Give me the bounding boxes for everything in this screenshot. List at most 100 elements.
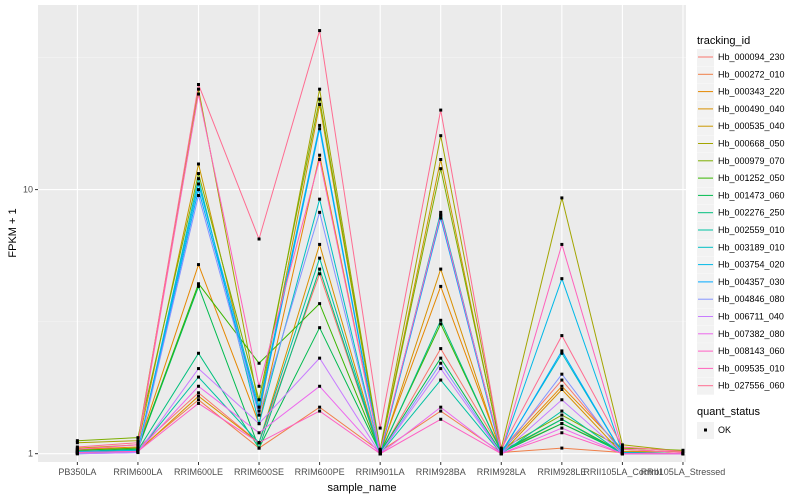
shape-legend: quant_status OK: [697, 406, 760, 439]
y-tick-label: 10: [23, 185, 33, 195]
x-tick-label: RRIM600PE: [295, 467, 345, 477]
x-tick-label: RRII105LA_Stressed: [641, 467, 726, 477]
data-point: [257, 422, 261, 426]
y-axis: 1 10: [23, 185, 38, 459]
x-tick-label: RRIM600SE: [234, 467, 284, 477]
data-point: [196, 87, 200, 91]
data-point: [318, 326, 322, 330]
legend-label: Hb_001473_060: [718, 190, 785, 200]
data-point: [318, 405, 322, 409]
data-point: [257, 398, 261, 402]
x-tick-label: RRIM928LA: [477, 467, 526, 477]
data-point: [560, 413, 564, 417]
data-point: [439, 108, 443, 112]
legend-label: Hb_000979_070: [718, 156, 785, 166]
data-point: [196, 394, 200, 398]
data-point: [196, 375, 200, 379]
legend-label: Hb_007382_080: [718, 329, 785, 339]
data-point: [196, 193, 200, 197]
data-point: [318, 272, 322, 276]
data-point: [439, 167, 443, 171]
data-point: [196, 177, 200, 181]
data-point: [560, 417, 564, 421]
data-point: [439, 409, 443, 413]
data-point: [560, 409, 564, 413]
data-point: [257, 413, 261, 417]
data-point: [75, 445, 79, 449]
legend-label: Hb_000343_220: [718, 87, 785, 97]
data-point: [257, 446, 261, 450]
data-point: [318, 102, 322, 106]
data-point: [196, 263, 200, 267]
data-point: [257, 384, 261, 388]
data-point: [136, 449, 140, 453]
legend-title: tracking_id: [697, 35, 750, 47]
data-point: [75, 447, 79, 451]
data-point: [196, 351, 200, 355]
data-point: [318, 384, 322, 388]
data-point: [378, 449, 382, 453]
data-point: [318, 210, 322, 214]
legend-label: Hb_002559_010: [718, 225, 785, 235]
data-point: [75, 441, 79, 445]
color-legend: tracking_id Hb_000094_230 Hb_000272_010 Hb…: [697, 35, 785, 395]
data-point: [318, 97, 322, 101]
legend-label: Hb_000535_040: [718, 121, 785, 131]
data-point: [560, 277, 564, 281]
shape-legend-title: quant_status: [697, 406, 760, 418]
data-point: [196, 391, 200, 395]
shape-legend-label: OK: [718, 425, 731, 435]
data-point: [318, 302, 322, 306]
data-point: [560, 351, 564, 355]
legend-label: Hb_003189_010: [718, 242, 785, 252]
y-tick-label: 1: [28, 449, 33, 459]
x-tick-label: RRII105LA_Control: [583, 467, 661, 477]
data-point: [560, 387, 564, 391]
data-point: [439, 134, 443, 138]
data-points: [75, 29, 685, 456]
legend-label: Hb_027556_060: [718, 381, 785, 391]
x-tick-label: RRIM600LA: [113, 467, 162, 477]
data-point: [257, 405, 261, 409]
data-point: [318, 123, 322, 127]
legend-label: Hb_002276_250: [718, 208, 785, 218]
legend-label: Hb_004846_080: [718, 294, 785, 304]
legend-label: Hb_009535_010: [718, 363, 785, 373]
legend-label: Hb_008143_060: [718, 346, 785, 356]
data-point: [318, 409, 322, 413]
y-axis-title: FPKM + 1: [7, 208, 19, 257]
data-point: [136, 441, 140, 445]
data-point: [499, 452, 503, 456]
data-point: [439, 367, 443, 371]
data-point: [439, 417, 443, 421]
x-tick-label: RRIM901LA: [356, 467, 405, 477]
data-point: [620, 452, 624, 456]
data-point: [560, 334, 564, 338]
data-point: [439, 210, 443, 214]
data-point: [560, 378, 564, 382]
legend-label: Hb_004357_030: [718, 277, 785, 287]
data-point: [560, 422, 564, 426]
data-point: [257, 431, 261, 435]
data-point: [257, 409, 261, 413]
data-point: [257, 361, 261, 365]
legend-label: Hb_006711_040: [718, 312, 784, 322]
data-point: [318, 256, 322, 260]
data-point: [439, 267, 443, 271]
data-point: [560, 372, 564, 376]
data-point: [196, 172, 200, 176]
data-point: [196, 367, 200, 371]
data-point: [257, 237, 261, 241]
shape-legend-key-point: [704, 428, 707, 432]
data-point: [196, 384, 200, 388]
data-point: [196, 282, 200, 286]
data-point: [439, 361, 443, 365]
data-point: [439, 378, 443, 382]
data-point: [75, 451, 79, 455]
legend-label: Hb_000272_010: [718, 69, 785, 79]
data-point: [439, 318, 443, 322]
data-point: [560, 431, 564, 435]
data-point: [681, 449, 685, 453]
grid: [38, 5, 686, 462]
data-point: [620, 447, 624, 451]
